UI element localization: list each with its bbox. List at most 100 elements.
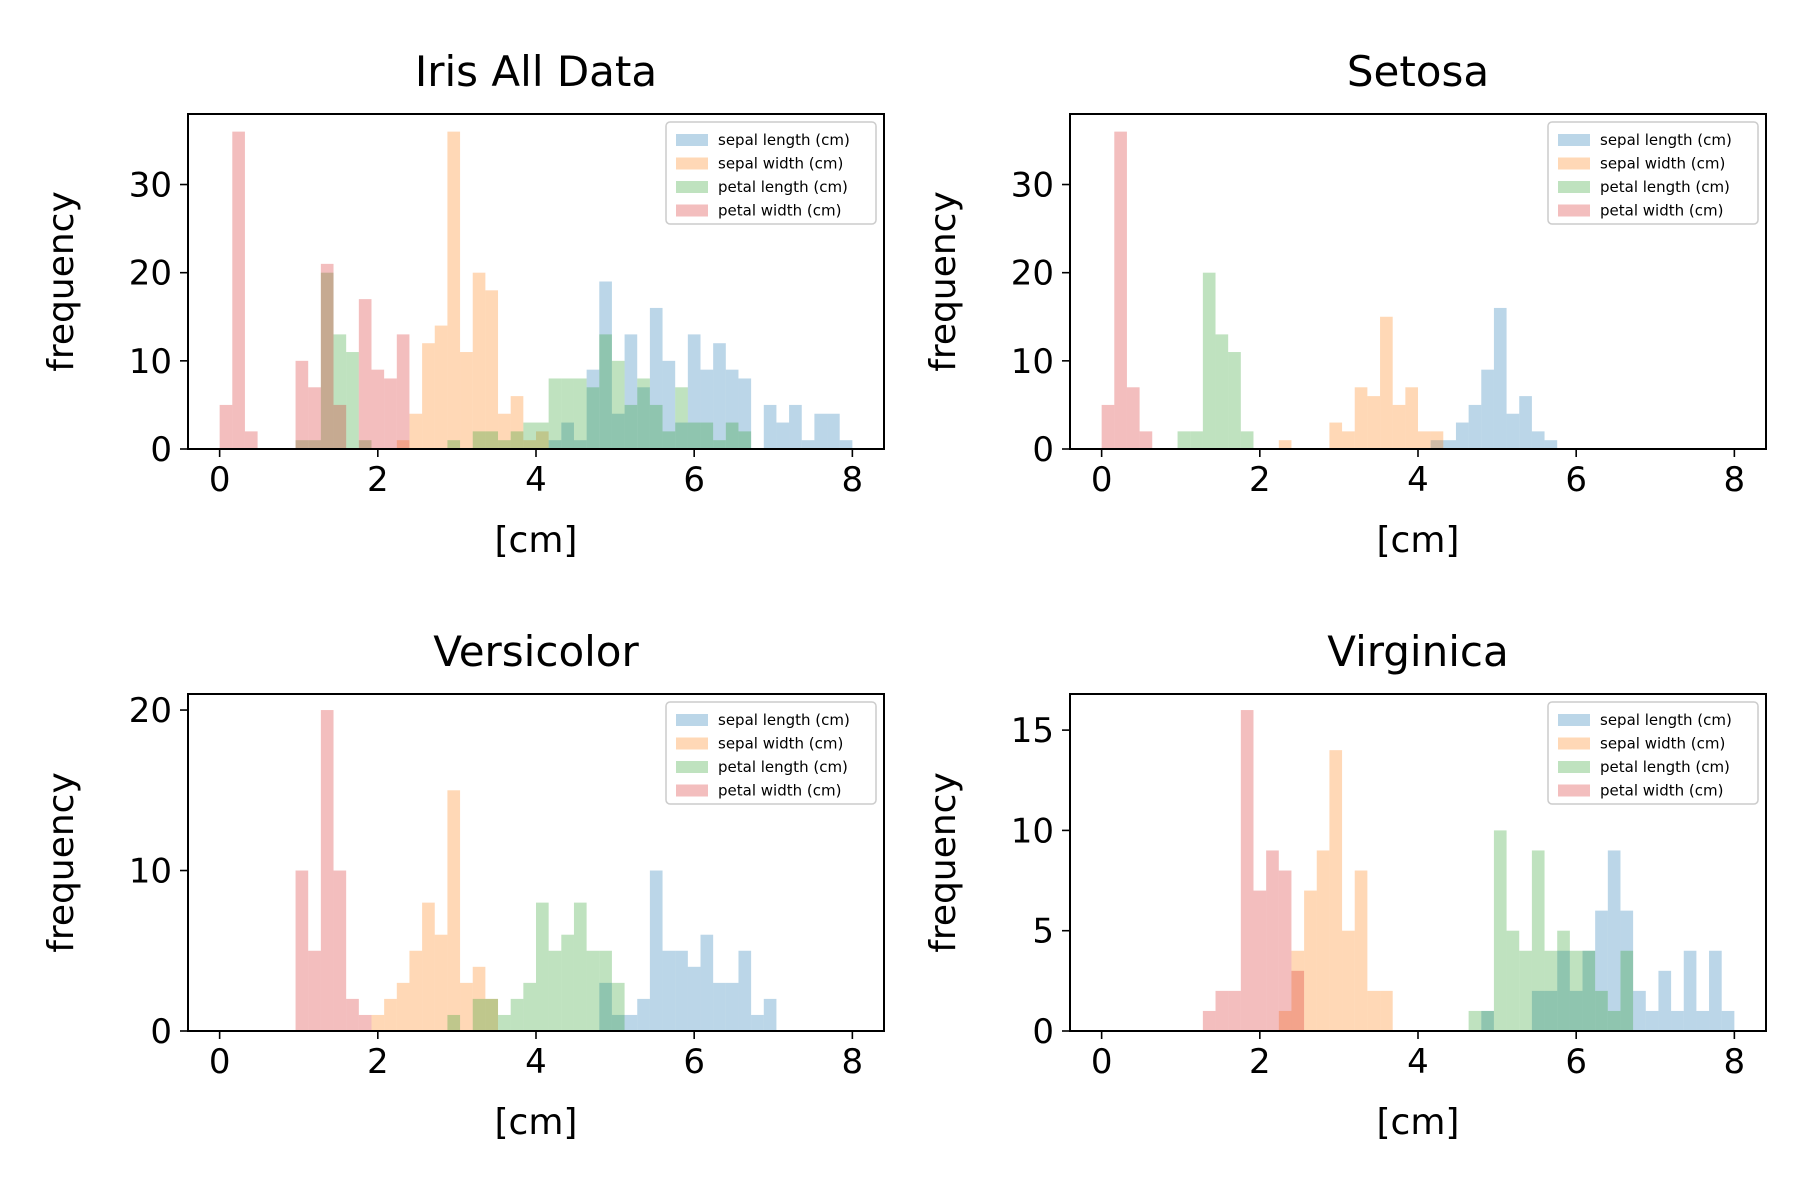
bar-series1-bin30: [586, 369, 600, 449]
legend-swatch: [676, 761, 708, 773]
bar-series2-bin15: [396, 440, 410, 449]
bar-series1-bin29: [1455, 422, 1469, 449]
x-tick-label: 4: [1407, 1042, 1429, 1082]
bar-series1-bin39: [700, 934, 714, 1031]
bar-series4-bin2: [1114, 131, 1127, 449]
bar-series2-bin18: [434, 325, 448, 449]
y-tick-label: 5: [1032, 912, 1054, 952]
bar-series3-bin31: [599, 334, 612, 449]
x-tick-label: 6: [1565, 460, 1587, 500]
bar-series2-bin18: [1316, 850, 1330, 1031]
bar-series2-bin16: [409, 413, 423, 449]
bar-series1-bin47: [801, 440, 815, 449]
y-axis-label: frequency: [41, 772, 82, 953]
bar-series2-bin24: [510, 396, 524, 449]
bar-series1-bin36: [1544, 990, 1558, 1031]
y-axis-label: frequency: [923, 772, 964, 953]
bar-series1-bin35: [1531, 431, 1545, 449]
bar-series3-bin25: [523, 422, 536, 449]
legend-swatch: [676, 204, 708, 217]
bar-series2-bin16: [409, 950, 423, 1031]
legend-entry: sepal length (cm): [1600, 131, 1732, 149]
bar-series4-bin1: [219, 404, 233, 449]
y-tick-label: 10: [1011, 342, 1054, 382]
x-tick-label: 8: [1724, 460, 1746, 500]
bar-series2-bin17: [422, 343, 435, 449]
histogram-panel-4: 0 2 4 6 8 0 5 10 15 Virginica [cm] frequency sepal l…: [923, 627, 1767, 1143]
bar-series3-bin24: [510, 998, 524, 1031]
legend: sepal length (cm) sepal width (cm) petal l…: [1547, 121, 1759, 225]
bar-series4-bin10: [333, 870, 347, 1031]
bar-series2-bin22: [485, 998, 499, 1031]
bar-series2-bin18: [434, 934, 448, 1031]
bar-series1-bin27: [548, 440, 562, 449]
bar-series3-bin21: [472, 431, 486, 449]
bar-series3-bin11: [346, 352, 359, 449]
bar-series2-bin19: [447, 790, 461, 1031]
bar-series3-bin31: [599, 950, 612, 1031]
bar-series3-bin32: [611, 360, 625, 449]
bar-series1-bin37: [1557, 950, 1570, 1031]
bar-series2-bin23: [1380, 316, 1393, 449]
legend-entry: sepal length (cm): [1600, 711, 1732, 729]
legend: sepal length (cm) sepal width (cm) petal l…: [665, 701, 877, 805]
legend-swatch: [676, 181, 708, 193]
bar-series1-bin41: [725, 982, 739, 1031]
bar-series2-bin15: [1278, 440, 1292, 449]
bar-series1-bin41: [1607, 850, 1621, 1031]
bar-series2-bin20: [460, 352, 473, 449]
x-tick-label: 4: [525, 460, 547, 500]
bar-series3-bin35: [649, 404, 663, 449]
histogram-panel-3: 0 2 4 6 8 0 10 20 Versicolor [cm] frequency sepal l…: [41, 627, 885, 1143]
bar-series3-bin11: [1228, 352, 1241, 449]
legend-box: [665, 121, 877, 225]
x-tick-label: 6: [683, 460, 705, 500]
bar-series1-bin36: [662, 360, 676, 449]
bar-series4-bin9: [1202, 1010, 1216, 1031]
bar-series1-bin34: [637, 998, 650, 1031]
legend-entry: petal width (cm): [1600, 202, 1723, 220]
bar-series3-bin19: [447, 440, 461, 449]
bar-series3-bin34: [637, 378, 650, 449]
bar-series3-bin34: [1519, 950, 1532, 1031]
bar-series2-bin20: [1342, 930, 1355, 1031]
y-tick-label: 0: [1032, 430, 1054, 470]
bar-series4-bin11: [1228, 990, 1241, 1031]
bar-series1-bin37: [675, 950, 688, 1031]
bar-series2-bin22: [485, 290, 499, 449]
legend-swatch: [676, 134, 708, 146]
bar-series1-bin42: [738, 378, 752, 449]
bar-series1-bin33: [624, 1014, 638, 1031]
bar-series2-bin20: [1342, 431, 1355, 449]
bar-series1-bin45: [1658, 970, 1672, 1031]
legend-entry: petal length (cm): [1600, 178, 1730, 196]
bar-series3-bin8: [1190, 431, 1203, 449]
bar-series4-bin3: [244, 431, 258, 449]
bar-series3-bin9: [1202, 272, 1216, 449]
bar-series2-bin19: [447, 131, 461, 449]
legend-entry: petal width (cm): [718, 782, 841, 800]
bar-series2-bin22: [1367, 990, 1381, 1031]
legend-swatch: [1558, 714, 1590, 726]
x-tick-label: 0: [209, 1042, 231, 1082]
legend-entry: petal length (cm): [718, 758, 848, 776]
x-tick-label: 2: [1249, 1042, 1271, 1082]
bar-series1-bin49: [1709, 950, 1722, 1031]
legend-entry: sepal width (cm): [1600, 155, 1725, 173]
bar-series1-bin44: [1645, 1010, 1659, 1031]
bar-series1-bin47: [1683, 950, 1697, 1031]
bar-series3-bin42: [1620, 950, 1634, 1031]
bar-series1-bin49: [827, 413, 840, 449]
bar-series3-bin24: [510, 431, 524, 449]
bar-series2-bin23: [1380, 990, 1393, 1031]
bar-series3-bin9: [320, 272, 334, 449]
bar-series1-bin35: [1531, 990, 1545, 1031]
bar-series1-bin33: [1506, 413, 1520, 449]
bar-series3-bin30: [586, 950, 600, 1031]
x-axis-label: [cm]: [495, 1102, 578, 1143]
bar-series2-bin15: [396, 982, 410, 1031]
bar-series1-bin45: [776, 422, 790, 449]
bar-series3-bin37: [675, 387, 688, 449]
legend-entry: petal width (cm): [1600, 782, 1723, 800]
